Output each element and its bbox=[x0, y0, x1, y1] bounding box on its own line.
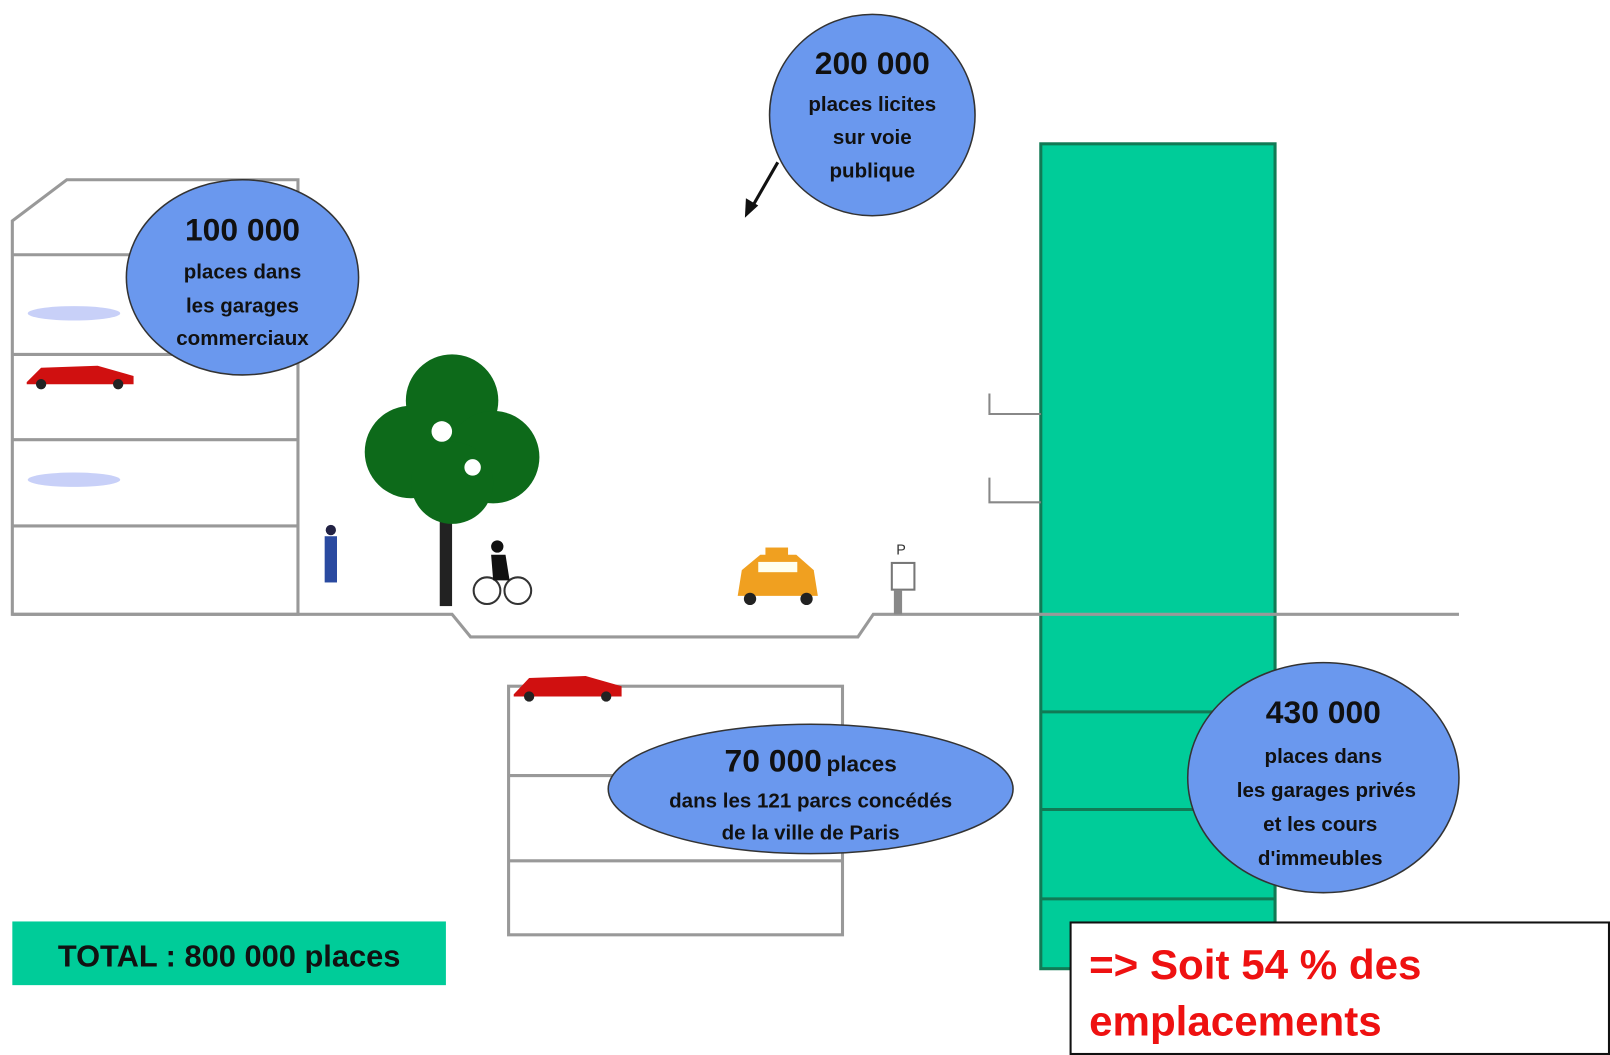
bubble: 100 000 places dans les garages commerci… bbox=[126, 180, 358, 375]
taxi bbox=[738, 548, 818, 606]
balcony bbox=[989, 393, 1040, 414]
bubble-text: places dans bbox=[1265, 745, 1383, 768]
bubble-text: places dans bbox=[184, 260, 302, 283]
car bbox=[27, 366, 134, 390]
bubble: 200 000 places licites sur voie publique bbox=[770, 14, 975, 215]
bubble-text: sur voie bbox=[833, 126, 912, 149]
tree bbox=[365, 354, 540, 606]
balcony bbox=[989, 478, 1040, 503]
cyclist bbox=[474, 540, 532, 604]
bubble-text: publique bbox=[830, 160, 916, 183]
bubble-text: commerciaux bbox=[176, 327, 309, 350]
bubble-text: les garages bbox=[186, 294, 299, 317]
bubble-number: 200 000 bbox=[815, 45, 930, 81]
bubble-number: 430 000 bbox=[1266, 694, 1381, 730]
bubble-number: 70 000 bbox=[725, 742, 822, 778]
car-ghost bbox=[28, 473, 120, 487]
bubble: 70 000 places dans les 121 parcs concédé… bbox=[608, 724, 1013, 853]
bubble-text: les garages privés bbox=[1237, 779, 1416, 802]
bubble: 430 000 places dans les garages privés e… bbox=[1188, 663, 1459, 893]
pedestrian bbox=[325, 525, 337, 583]
bubble-text: et les cours bbox=[1263, 813, 1377, 836]
bubble-text: places licites bbox=[808, 93, 936, 116]
note-line: emplacements bbox=[1089, 997, 1382, 1044]
diagram: P 200 000 places licites sur voie publiq… bbox=[0, 0, 1610, 1055]
parking-meter: P bbox=[892, 543, 915, 615]
bubble-number: 100 000 bbox=[185, 211, 300, 247]
bubble-text: d'immeubles bbox=[1258, 847, 1383, 870]
car-ghost bbox=[28, 306, 120, 320]
car bbox=[514, 676, 622, 702]
bubble-text: de la ville de Paris bbox=[722, 821, 900, 844]
bubble-text: dans les 121 parcs concédés bbox=[669, 789, 952, 812]
total: TOTAL : 800 000 places bbox=[58, 939, 401, 974]
meter-label: P bbox=[896, 543, 906, 559]
note-line: => Soit 54 % des bbox=[1089, 941, 1421, 988]
bubble-suffix: places bbox=[826, 751, 896, 776]
